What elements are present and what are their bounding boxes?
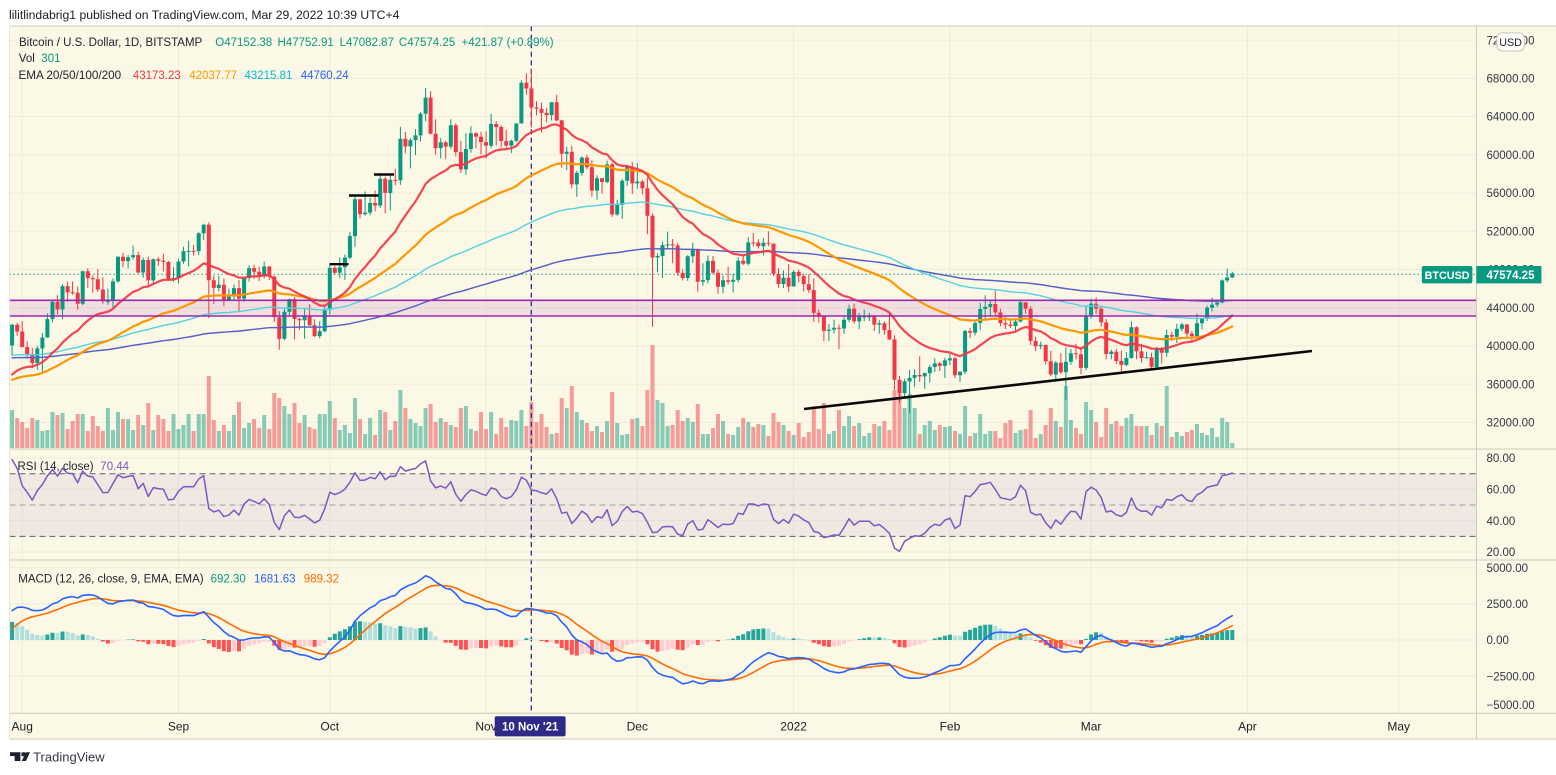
svg-text:Nov: Nov	[475, 719, 496, 733]
svg-text:Sep: Sep	[168, 719, 190, 733]
svg-text:USD: USD	[1499, 37, 1522, 49]
svg-text:989.32: 989.32	[304, 573, 339, 585]
svg-text:Dec: Dec	[627, 719, 648, 733]
svg-text:1681.63: 1681.63	[254, 573, 296, 585]
svg-text:40000.00: 40000.00	[1487, 341, 1535, 353]
svg-text:40.00: 40.00	[1487, 516, 1516, 528]
svg-text:lilitlindabrig1 published on T: lilitlindabrig1 published on TradingView…	[9, 8, 400, 22]
svg-text:Feb: Feb	[940, 719, 961, 733]
svg-text:64000.00: 64000.00	[1487, 112, 1535, 124]
svg-text:2500.00: 2500.00	[1487, 599, 1529, 611]
svg-text:42037.77: 42037.77	[189, 70, 237, 82]
svg-text:36000.00: 36000.00	[1487, 379, 1535, 391]
svg-text:MACD (12, 26, close, 9, EMA, E: MACD (12, 26, close, 9, EMA, EMA)	[18, 573, 204, 585]
svg-text:O47152.38: O47152.38	[215, 37, 272, 49]
svg-text:44000.00: 44000.00	[1487, 303, 1535, 315]
svg-text:52000.00: 52000.00	[1487, 226, 1535, 238]
svg-text:20.00: 20.00	[1487, 547, 1516, 559]
svg-text:80.00: 80.00	[1487, 453, 1516, 465]
svg-text:−2500.00: −2500.00	[1487, 671, 1535, 683]
svg-text:TradingView: TradingView	[33, 750, 105, 765]
svg-text:47574.25: 47574.25	[1487, 270, 1536, 282]
svg-text:L47082.87: L47082.87	[340, 37, 394, 49]
svg-text:0.00: 0.00	[1487, 635, 1509, 647]
svg-text:Aug: Aug	[12, 719, 33, 733]
svg-text:May: May	[1387, 719, 1410, 733]
svg-text:60.00: 60.00	[1487, 485, 1516, 497]
svg-text:BTCUSD: BTCUSD	[1425, 270, 1470, 282]
svg-text:44760.24: 44760.24	[301, 70, 350, 82]
svg-text:43215.81: 43215.81	[244, 70, 292, 82]
svg-text:43173.23: 43173.23	[133, 70, 181, 82]
svg-text:60000.00: 60000.00	[1487, 150, 1535, 162]
svg-text:Mar: Mar	[1081, 719, 1102, 733]
svg-text:+421.87 (+0.89%): +421.87 (+0.89%)	[462, 37, 554, 49]
svg-text:EMA 20/50/100/200: EMA 20/50/100/200	[19, 69, 122, 82]
svg-text:692.30: 692.30	[211, 573, 246, 585]
svg-text:32000.00: 32000.00	[1487, 418, 1535, 430]
svg-text:70.44: 70.44	[100, 461, 129, 473]
svg-text:RSI (14, close): RSI (14, close)	[18, 461, 94, 473]
svg-text:5000.00: 5000.00	[1487, 563, 1529, 575]
svg-text:Vol: Vol	[19, 53, 35, 65]
svg-text:Bitcoin / U.S. Dollar, 1D, BIT: Bitcoin / U.S. Dollar, 1D, BITSTAMP	[19, 37, 203, 49]
svg-text:68000.00: 68000.00	[1487, 74, 1535, 86]
svg-text:2022: 2022	[780, 719, 807, 733]
svg-text:301: 301	[41, 53, 60, 65]
svg-text:56000.00: 56000.00	[1487, 188, 1535, 200]
svg-text:Apr: Apr	[1238, 719, 1257, 733]
svg-text:C47574.25: C47574.25	[399, 37, 455, 49]
svg-text:−5000.00: −5000.00	[1487, 700, 1535, 712]
svg-text:H47752.91: H47752.91	[278, 37, 334, 49]
svg-text:Oct: Oct	[320, 719, 339, 733]
svg-text:10 Nov '21: 10 Nov '21	[502, 722, 559, 734]
